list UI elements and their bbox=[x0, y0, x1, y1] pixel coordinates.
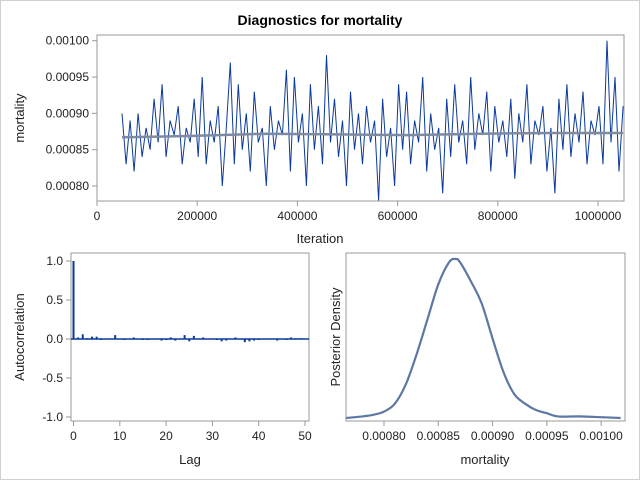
density-x-label: mortality bbox=[460, 452, 510, 467]
density-curve bbox=[345, 257, 621, 420]
acf-bar bbox=[165, 339, 168, 340]
trace-series-line bbox=[121, 40, 624, 201]
density-x-tick-label: 0.00080 bbox=[362, 429, 406, 443]
acf-plot-frame bbox=[70, 252, 310, 422]
trace-y-tick-label: 0.00100 bbox=[46, 34, 90, 48]
density-y-label: Posterior Density bbox=[328, 287, 343, 386]
acf-bar bbox=[86, 338, 89, 340]
trace-x-tick-label: 0 bbox=[94, 209, 101, 223]
autocorrelation-plot: Lag Autocorrelation 0 10 20 30 40 50 -1.0 -0.5 0… bbox=[12, 252, 312, 467]
acf-y-tick-label: 1.0 bbox=[46, 254, 63, 268]
acf-x-tick-label: 40 bbox=[252, 429, 266, 443]
acf-bar bbox=[248, 339, 251, 342]
acf-bar bbox=[132, 337, 135, 339]
trace-y-label: mortality bbox=[12, 93, 27, 143]
acf-bar bbox=[234, 337, 237, 339]
acf-bar bbox=[114, 335, 117, 339]
acf-bar bbox=[216, 339, 219, 340]
acf-bar bbox=[225, 339, 228, 341]
trace-y-tick-label: 0.00080 bbox=[46, 179, 90, 193]
acf-bar bbox=[243, 339, 246, 343]
acf-bar bbox=[192, 335, 195, 339]
trace-y-tick-label: 0.00095 bbox=[46, 70, 90, 84]
acf-bar bbox=[100, 339, 103, 340]
density-x-tick-label: 0.00085 bbox=[417, 429, 461, 443]
trace-y-tick-label: 0.00090 bbox=[46, 106, 90, 120]
acf-bar bbox=[91, 336, 94, 339]
acf-y-tick-label: -0.5 bbox=[42, 371, 63, 385]
density-x-tick-label: 0.00100 bbox=[579, 429, 623, 443]
trace-x-label: Iteration bbox=[297, 231, 344, 246]
chart-title: Diagnostics for mortality bbox=[238, 12, 403, 28]
trace-y-tick-label: 0.00085 bbox=[46, 143, 90, 157]
trace-trend-line bbox=[121, 131, 624, 139]
trace-x-tick-label: 200000 bbox=[177, 209, 217, 223]
acf-bar bbox=[77, 337, 80, 339]
acf-bar bbox=[285, 339, 288, 340]
trace-x-tick-label: 400000 bbox=[277, 209, 317, 223]
acf-bar bbox=[276, 339, 279, 341]
acf-x-tick-label: 0 bbox=[70, 429, 77, 443]
acf-bar bbox=[123, 339, 126, 340]
acf-bar bbox=[220, 339, 223, 342]
acf-bar bbox=[141, 339, 144, 340]
acf-bar bbox=[253, 339, 256, 341]
acf-y-tick-label: 0.0 bbox=[46, 332, 63, 346]
acf-bar bbox=[183, 335, 186, 339]
acf-bar bbox=[95, 336, 98, 339]
acf-bar bbox=[188, 339, 191, 342]
trace-x-tick-label: 800000 bbox=[478, 209, 518, 223]
acf-bar bbox=[160, 339, 163, 341]
acf-y-tick-label: 0.5 bbox=[46, 293, 63, 307]
acf-bar bbox=[290, 337, 293, 339]
acf-bar bbox=[72, 261, 75, 339]
acf-bar bbox=[202, 337, 205, 339]
trace-plot: Iteration mortality 0 200000 400000 600000 8… bbox=[12, 34, 625, 246]
density-x-tick-label: 0.00090 bbox=[471, 429, 515, 443]
acf-bar bbox=[294, 338, 297, 340]
acf-bar bbox=[169, 337, 172, 339]
trace-plot-frame bbox=[96, 34, 625, 202]
acf-x-tick-label: 20 bbox=[159, 429, 173, 443]
acf-bar bbox=[257, 339, 260, 340]
acf-bar bbox=[299, 338, 302, 340]
acf-x-tick-label: 10 bbox=[113, 429, 127, 443]
acf-x-label: Lag bbox=[179, 452, 201, 467]
acf-y-tick-label: -1.0 bbox=[42, 410, 63, 424]
acf-x-tick-label: 50 bbox=[298, 429, 312, 443]
trace-x-tick-label: 600000 bbox=[378, 209, 418, 223]
acf-bar bbox=[81, 334, 84, 339]
density-plot-frame bbox=[345, 252, 626, 422]
acf-x-tick-label: 30 bbox=[206, 429, 220, 443]
density-x-tick-label: 0.00095 bbox=[525, 429, 569, 443]
density-plot: mortality Posterior Density 0.00080 0.000… bbox=[328, 252, 626, 467]
acf-bar bbox=[146, 339, 149, 340]
acf-y-label: Autocorrelation bbox=[12, 293, 27, 380]
acf-bar bbox=[174, 339, 177, 341]
trace-x-tick-label: 1000000 bbox=[575, 209, 622, 223]
